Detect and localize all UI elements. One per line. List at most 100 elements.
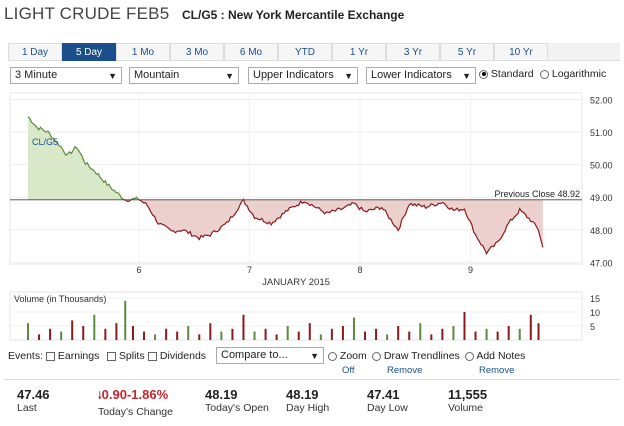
stat-low: 47.41 Day Low <box>367 387 408 414</box>
volume-bar <box>408 331 411 340</box>
tab-3-mo[interactable]: 3 Mo <box>170 43 224 61</box>
earnings-checkbox[interactable] <box>46 351 55 361</box>
dividends-option[interactable]: Dividends <box>148 350 206 362</box>
tab-10-yr[interactable]: 10 Yr <box>494 43 548 61</box>
splits-option[interactable]: Splits <box>107 350 145 362</box>
scale-standard-option[interactable]: Standard <box>479 68 534 80</box>
volume-bar <box>341 326 344 340</box>
zoom-off-link[interactable]: Off <box>342 365 355 376</box>
volume-bar <box>104 328 107 340</box>
volume-bar <box>537 323 540 340</box>
stat-last: 47.46 Last <box>17 387 50 414</box>
volume-bar <box>165 328 168 340</box>
price-y-tick-label: 47.00 <box>590 258 613 268</box>
compare-select[interactable]: Compare to... ▼ <box>216 347 324 364</box>
volume-bar <box>93 314 96 340</box>
stat-last-value: 47.46 <box>17 387 50 402</box>
zoom-radio[interactable] <box>328 351 337 361</box>
volume-bar <box>330 328 333 340</box>
price-y-tick-label: 50.00 <box>590 161 613 171</box>
dividends-label: Dividends <box>159 350 207 362</box>
tab-6-mo[interactable]: 6 Mo <box>224 43 278 61</box>
volume-bar <box>463 312 466 340</box>
chevron-down-icon: ▼ <box>225 71 234 81</box>
price-y-tick-label: 51.00 <box>590 128 613 138</box>
volume-bar <box>397 326 400 340</box>
scale-log-radio[interactable] <box>540 69 549 79</box>
zoom-label: Zoom <box>339 350 367 362</box>
tab-strip-fill <box>548 43 620 61</box>
price-y-tick-label: 48.00 <box>590 226 613 236</box>
volume-bar <box>209 323 212 340</box>
tab-5-day[interactable]: 5 Day <box>62 43 116 61</box>
volume-bar <box>242 314 245 340</box>
volume-bar <box>187 326 190 340</box>
volume-y-tick-label: 10 <box>590 308 600 318</box>
chart-style-select[interactable]: Mountain ▼ <box>129 67 239 84</box>
stat-low-label: Day Low <box>367 402 408 414</box>
stat-open-label: Today's Open <box>205 402 269 414</box>
volume-bar <box>143 331 146 340</box>
volume-bar <box>71 320 74 340</box>
lower-indicators-select[interactable]: Lower Indicators ▼ <box>366 67 476 84</box>
volume-bar <box>253 331 256 340</box>
scale-log-option[interactable]: Logarithmic <box>540 68 606 80</box>
trendlines-label: Draw Trendlines <box>383 350 460 362</box>
splits-checkbox[interactable] <box>107 351 116 361</box>
compare-select-value: Compare to... <box>221 349 288 361</box>
notes-radio[interactable] <box>465 351 474 361</box>
dividends-checkbox[interactable] <box>148 351 157 361</box>
volume-bar <box>529 314 532 340</box>
tab-1-mo[interactable]: 1 Mo <box>116 43 170 61</box>
zoom-option[interactable]: Zoom <box>328 350 367 362</box>
volume-bar <box>319 334 322 340</box>
price-volume-chart: 52.00 51.00 50.00 49.00 48.00 47.00 6 7 8 9 JANUAR… <box>9 92 613 341</box>
stat-high-label: Day High <box>286 402 330 414</box>
trendlines-radio[interactable] <box>372 351 381 361</box>
stat-change-label: Today's Change <box>98 406 173 418</box>
price-line-below-close <box>122 199 544 256</box>
volume-bar <box>474 331 477 340</box>
tab-3-yr[interactable]: 3 Yr <box>386 43 440 61</box>
volume-bar <box>60 331 63 340</box>
divider <box>4 379 620 380</box>
trendlines-remove-link[interactable]: Remove <box>387 365 423 376</box>
stat-change-percent: -1.86% <box>126 387 169 402</box>
notes-remove-link[interactable]: Remove <box>479 365 515 376</box>
volume-bar <box>49 328 52 340</box>
price-line-above-close <box>27 116 245 200</box>
price-x-tick-label: 8 <box>357 265 362 275</box>
trendlines-option[interactable]: Draw Trendlines <box>372 350 460 362</box>
earnings-option[interactable]: Earnings <box>46 350 99 362</box>
scale-log-label: Logarithmic <box>551 68 607 80</box>
tab-5-yr[interactable]: 5 Yr <box>440 43 494 61</box>
page-title: LIGHT CRUDE FEB5 <box>4 4 170 23</box>
range-tabs: 1 Day 5 Day 1 Mo 3 Mo 6 Mo YTD 1 Yr 3 Yr… <box>8 43 620 61</box>
volume-bar <box>231 328 234 340</box>
tab-ytd[interactable]: YTD <box>278 43 332 61</box>
volume-bar <box>364 331 367 340</box>
notes-label: Add Notes <box>476 350 526 362</box>
chart-style-value: Mountain <box>134 69 180 81</box>
chevron-down-icon: ▼ <box>344 71 353 81</box>
lower-indicators-value: Lower Indicators <box>371 69 452 81</box>
exchange-subtitle: CL/G5 : New York Mercantile Exchange <box>182 8 405 22</box>
notes-option[interactable]: Add Notes <box>465 350 525 362</box>
interval-select[interactable]: 3 Minute ▼ <box>10 67 122 84</box>
volume-bar <box>419 323 422 340</box>
upper-indicators-select[interactable]: Upper Indicators ▼ <box>248 67 358 84</box>
volume-bar <box>297 331 300 340</box>
chevron-down-icon: ▼ <box>108 71 117 81</box>
volume-y-tick-label: 15 <box>590 294 600 304</box>
chevron-down-icon: ▼ <box>310 351 319 361</box>
stat-open-value: 48.19 <box>205 387 238 402</box>
tab-1-day[interactable]: 1 Day <box>8 43 62 61</box>
volume-bar <box>82 326 85 340</box>
volume-bar <box>154 334 157 340</box>
series-label: CL/G5 <box>32 137 58 147</box>
chevron-down-icon: ▼ <box>462 71 471 81</box>
upper-indicators-value: Upper Indicators <box>253 69 334 81</box>
scale-standard-radio[interactable] <box>479 69 488 79</box>
tab-1-yr[interactable]: 1 Yr <box>332 43 386 61</box>
volume-bar <box>485 328 488 340</box>
